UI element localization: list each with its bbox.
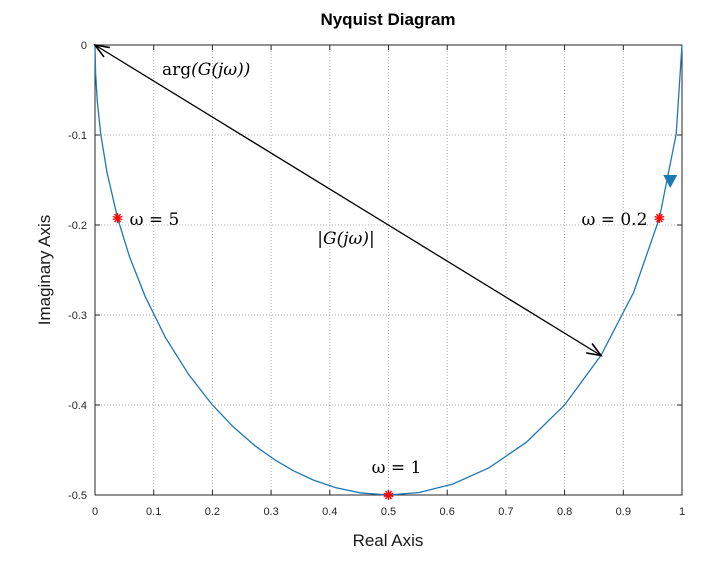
annotation-layer: ω = 0.2 ω = 1 ω = 5 arg(G(jω)) |G(jω)| [130, 60, 648, 478]
vector-arrowhead-end [586, 342, 603, 357]
x-tick-label: 0.7 [498, 506, 513, 518]
y-axis-label: Imaginary Axis [35, 215, 54, 326]
chart-title: Nyquist Diagram [320, 10, 455, 29]
x-axis-label: Real Axis [353, 531, 424, 550]
nyquist-curve [94, 44, 683, 496]
arg-annotation-fn: arg [162, 60, 191, 80]
vector-layer [93, 43, 603, 357]
x-tick-label: 0.1 [146, 506, 161, 518]
omega-label: ω = 0.2 [581, 210, 647, 230]
x-tick-label: 0.6 [440, 506, 455, 518]
omega-label: ω = 1 [372, 458, 422, 478]
y-tick-label: -0.1 [68, 130, 87, 142]
x-tick-label: 1 [679, 506, 685, 518]
y-tick-label: -0.3 [68, 310, 87, 322]
vector-arrowhead-start [93, 43, 110, 58]
x-tick-labels: 0 0.1 0.2 0.3 0.4 0.5 0.6 0.7 0.8 0.9 1 [92, 506, 685, 518]
x-tick-label: 0.4 [322, 506, 337, 518]
x-tick-label: 0.2 [205, 506, 220, 518]
y-tick-label: 0 [81, 40, 87, 52]
y-tick-label: -0.5 [68, 490, 87, 502]
x-tick-label: 0.3 [263, 506, 278, 518]
y-tick-label: -0.2 [68, 220, 87, 232]
arg-annotation-arg: (G(jω)) [191, 60, 250, 80]
arg-annotation: arg(G(jω)) [162, 60, 250, 80]
omega-marker [112, 213, 123, 224]
omega-label: ω = 5 [130, 210, 180, 230]
x-tick-label: 0.9 [616, 506, 631, 518]
y-tick-labels: 0 -0.1 -0.2 -0.3 -0.4 -0.5 [68, 40, 87, 502]
x-tick-label: 0 [92, 506, 98, 518]
magnitude-annotation: |G(jω)| [317, 229, 374, 249]
x-tick-label: 0.5 [381, 506, 396, 518]
x-tick-label: 0.8 [557, 506, 572, 518]
marker-layer [112, 213, 665, 500]
series-layer [94, 44, 683, 496]
magnitude-vector [94, 44, 602, 357]
direction-arrow [663, 175, 678, 188]
y-tick-label: -0.4 [68, 400, 87, 412]
omega-marker [654, 213, 665, 224]
omega-marker [383, 490, 394, 500]
